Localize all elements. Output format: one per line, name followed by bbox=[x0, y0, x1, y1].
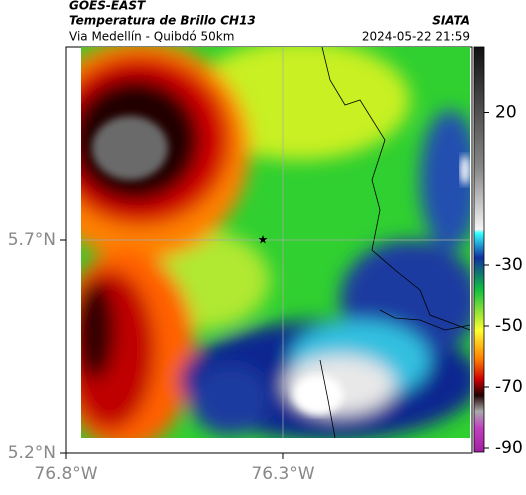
y-tick-label: 5.7°N bbox=[8, 230, 56, 250]
x-tick-label: 76.3°W bbox=[251, 464, 314, 484]
subtitle: Temperatura de Brillo CH13 bbox=[69, 14, 256, 28]
colorbar-tick-label: 20 bbox=[495, 103, 517, 123]
title: GOES-EAST bbox=[69, 0, 146, 13]
satellite-image bbox=[81, 47, 470, 438]
city-marker: ★ bbox=[258, 233, 269, 247]
datetime: 2024-05-22 21:59 bbox=[362, 30, 470, 44]
x-tick-label: 76.8°W bbox=[34, 464, 97, 484]
colorbar-tick-label: -70 bbox=[495, 377, 523, 397]
colorbar-tick-label: -50 bbox=[495, 316, 523, 336]
y-tick-label: 5.2°N bbox=[8, 443, 56, 463]
colorbar-tick-label: -90 bbox=[495, 438, 523, 458]
source: SIATA bbox=[432, 14, 470, 28]
colorbar bbox=[473, 46, 485, 453]
colorbar-tick-label: -30 bbox=[495, 255, 523, 275]
location: Via Medellín - Quibdó 50km bbox=[69, 30, 234, 44]
